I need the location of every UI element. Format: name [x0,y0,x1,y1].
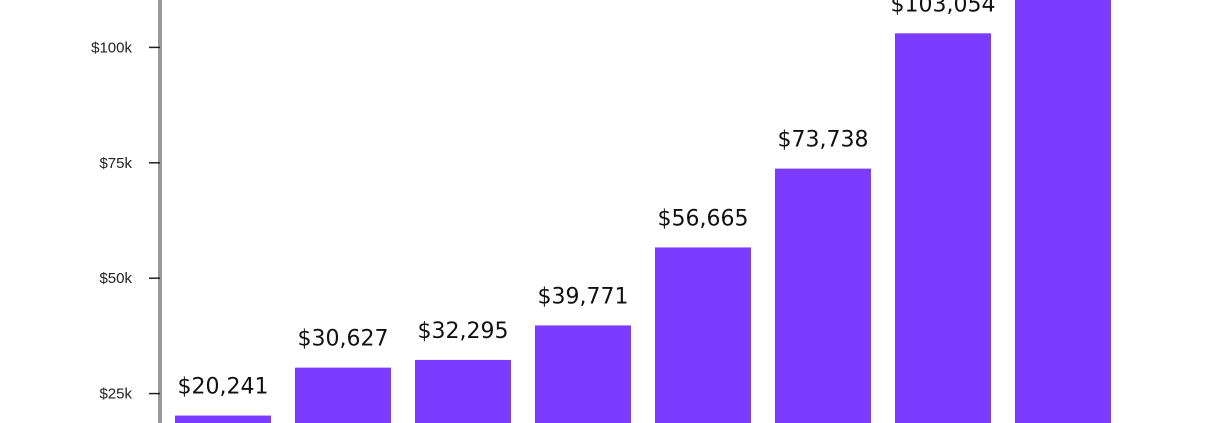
bar-value-label: $103,054 [891,0,996,17]
bar-value-label: $56,665 [658,206,749,231]
bar-value-label: $39,771 [538,284,629,309]
bar [295,367,391,423]
y-tick-label: $50k [99,270,132,287]
bar-value-label: $20,241 [178,375,269,400]
bar-value-label: $30,627 [298,327,389,352]
y-tick-label: $100k [91,39,132,56]
bar [1015,0,1111,423]
bar [415,359,511,423]
y-axis: $25k $50k $75k $100k [91,0,162,423]
bar-value-label: $32,295 [418,319,509,344]
bar [775,168,871,423]
data-labels: $20,241 $30,627 $32,295 $39,771 $56,665 $73,7… [178,0,996,400]
bar [535,325,631,423]
bars [175,0,1111,423]
bar-value-label: $73,738 [778,128,869,153]
bar [655,247,751,423]
bar [895,33,991,423]
y-tick-label: $25k [99,386,132,403]
bar [175,415,271,423]
y-tick-label: $75k [99,155,132,172]
